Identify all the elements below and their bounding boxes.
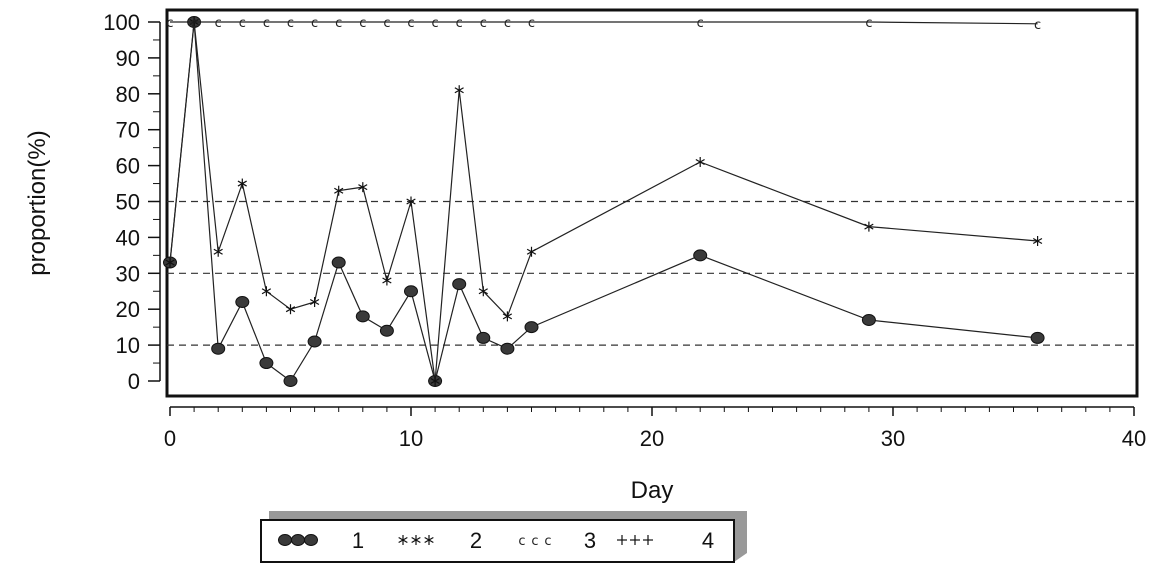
series-2-point <box>358 182 368 193</box>
legend-label-1: 1 <box>352 528 364 553</box>
series-1-point <box>211 342 226 355</box>
y-tick-label: 30 <box>116 261 140 286</box>
plot-frame <box>165 8 1139 398</box>
series-3-point: c <box>359 16 366 31</box>
legend-symbol-1 <box>278 534 292 546</box>
legend-label-3: 3 <box>584 528 596 553</box>
legend-symbol-1 <box>304 534 318 546</box>
series-1-point <box>404 285 418 298</box>
series-3-point: c <box>263 16 270 31</box>
series-3-point: c <box>407 16 414 31</box>
series-1-point <box>355 310 370 323</box>
series-3-line <box>170 21 1038 25</box>
x-tick-label: 40 <box>1122 426 1146 451</box>
series-3-point: c <box>1034 18 1041 33</box>
series-3-point: c <box>166 16 173 31</box>
series-3-point: c <box>504 16 511 31</box>
y-tick-label: 100 <box>103 10 140 35</box>
series-2-point <box>695 157 705 168</box>
y-tick-label: 0 <box>128 369 140 394</box>
series-3-point: c <box>287 16 294 31</box>
y-axis-title: proportion(%) <box>24 130 51 275</box>
series-1-point <box>476 331 491 344</box>
legend-symbol-3: c <box>544 534 551 549</box>
legend-symbol-2 <box>411 535 421 545</box>
series-2-point <box>1032 235 1043 246</box>
series-3-point: c <box>191 16 198 31</box>
legend-label-4: 4 <box>702 528 714 553</box>
series-1-point <box>524 321 539 334</box>
legend-symbol-3: c <box>518 534 525 549</box>
legend-symbol-1 <box>291 534 305 546</box>
x-tick-label: 0 <box>164 426 176 451</box>
series-2-point <box>261 286 272 297</box>
series-1-point <box>693 249 708 262</box>
x-tick-label: 20 <box>640 426 664 451</box>
series-3-point: c <box>311 16 318 31</box>
series-1-point <box>452 278 467 291</box>
series-2-point <box>334 185 344 196</box>
series-1-point <box>235 296 250 309</box>
series-1-point <box>500 342 515 355</box>
series-2-point <box>309 297 320 308</box>
y-tick-label: 10 <box>116 333 140 358</box>
series-3-point: c <box>239 16 246 31</box>
series-3-point: c <box>697 16 704 31</box>
series-2-point <box>285 304 296 315</box>
axes: 0 10 20 30 40 50 60 70 80 90 100 0 10 20 30 40 <box>103 10 1146 451</box>
y-tick-label: 80 <box>116 82 140 107</box>
series-1-point <box>283 375 298 387</box>
series-1-point <box>1030 331 1045 344</box>
legend-symbol-2 <box>398 535 408 545</box>
legend-label-2: 2 <box>470 528 482 553</box>
series-3-point: c <box>215 16 222 31</box>
plot-area <box>165 8 1139 398</box>
series-3-point: c <box>335 16 342 31</box>
series-3-point: c <box>456 16 463 31</box>
series-2-point <box>502 311 513 322</box>
series-2-point <box>382 275 392 286</box>
series-2-point <box>478 286 488 297</box>
legend-box <box>260 519 735 563</box>
series-2-point <box>237 178 247 189</box>
y-tick-label: 50 <box>116 190 140 215</box>
series-1-point <box>307 335 322 348</box>
series-3-point: c <box>865 16 872 31</box>
y-tick-label: 40 <box>116 225 140 250</box>
legend-symbol-3: c <box>531 534 538 549</box>
series-3-point: c <box>528 16 535 31</box>
y-tick-label: 20 <box>116 297 140 322</box>
series-3-point: c <box>383 16 390 31</box>
series-1-point <box>379 324 394 337</box>
y-tick-label: 70 <box>116 118 140 143</box>
series-2-point <box>430 376 440 386</box>
legend-symbol-2 <box>424 535 434 545</box>
x-tick-label: 10 <box>399 426 423 451</box>
series-1-point <box>259 357 274 370</box>
series-3-point: c <box>432 16 439 31</box>
x-tick-label: 30 <box>881 426 905 451</box>
series-3-point: c <box>480 16 487 31</box>
series-2-point <box>526 246 537 257</box>
y-tick-label: 90 <box>116 46 140 71</box>
series-1-point <box>331 256 346 269</box>
series-1-point <box>861 313 876 326</box>
legend-symbol-4 <box>643 535 653 545</box>
series-2-point <box>213 246 223 257</box>
series-2-point <box>454 85 464 96</box>
y-tick-label: 60 <box>116 154 140 179</box>
x-axis-title: Day <box>631 477 674 504</box>
legend-symbol-4 <box>630 535 640 545</box>
series-2-point <box>406 196 416 207</box>
series-2-point <box>165 257 175 268</box>
legend-symbol-4 <box>617 535 627 545</box>
series-2-point <box>864 221 874 232</box>
